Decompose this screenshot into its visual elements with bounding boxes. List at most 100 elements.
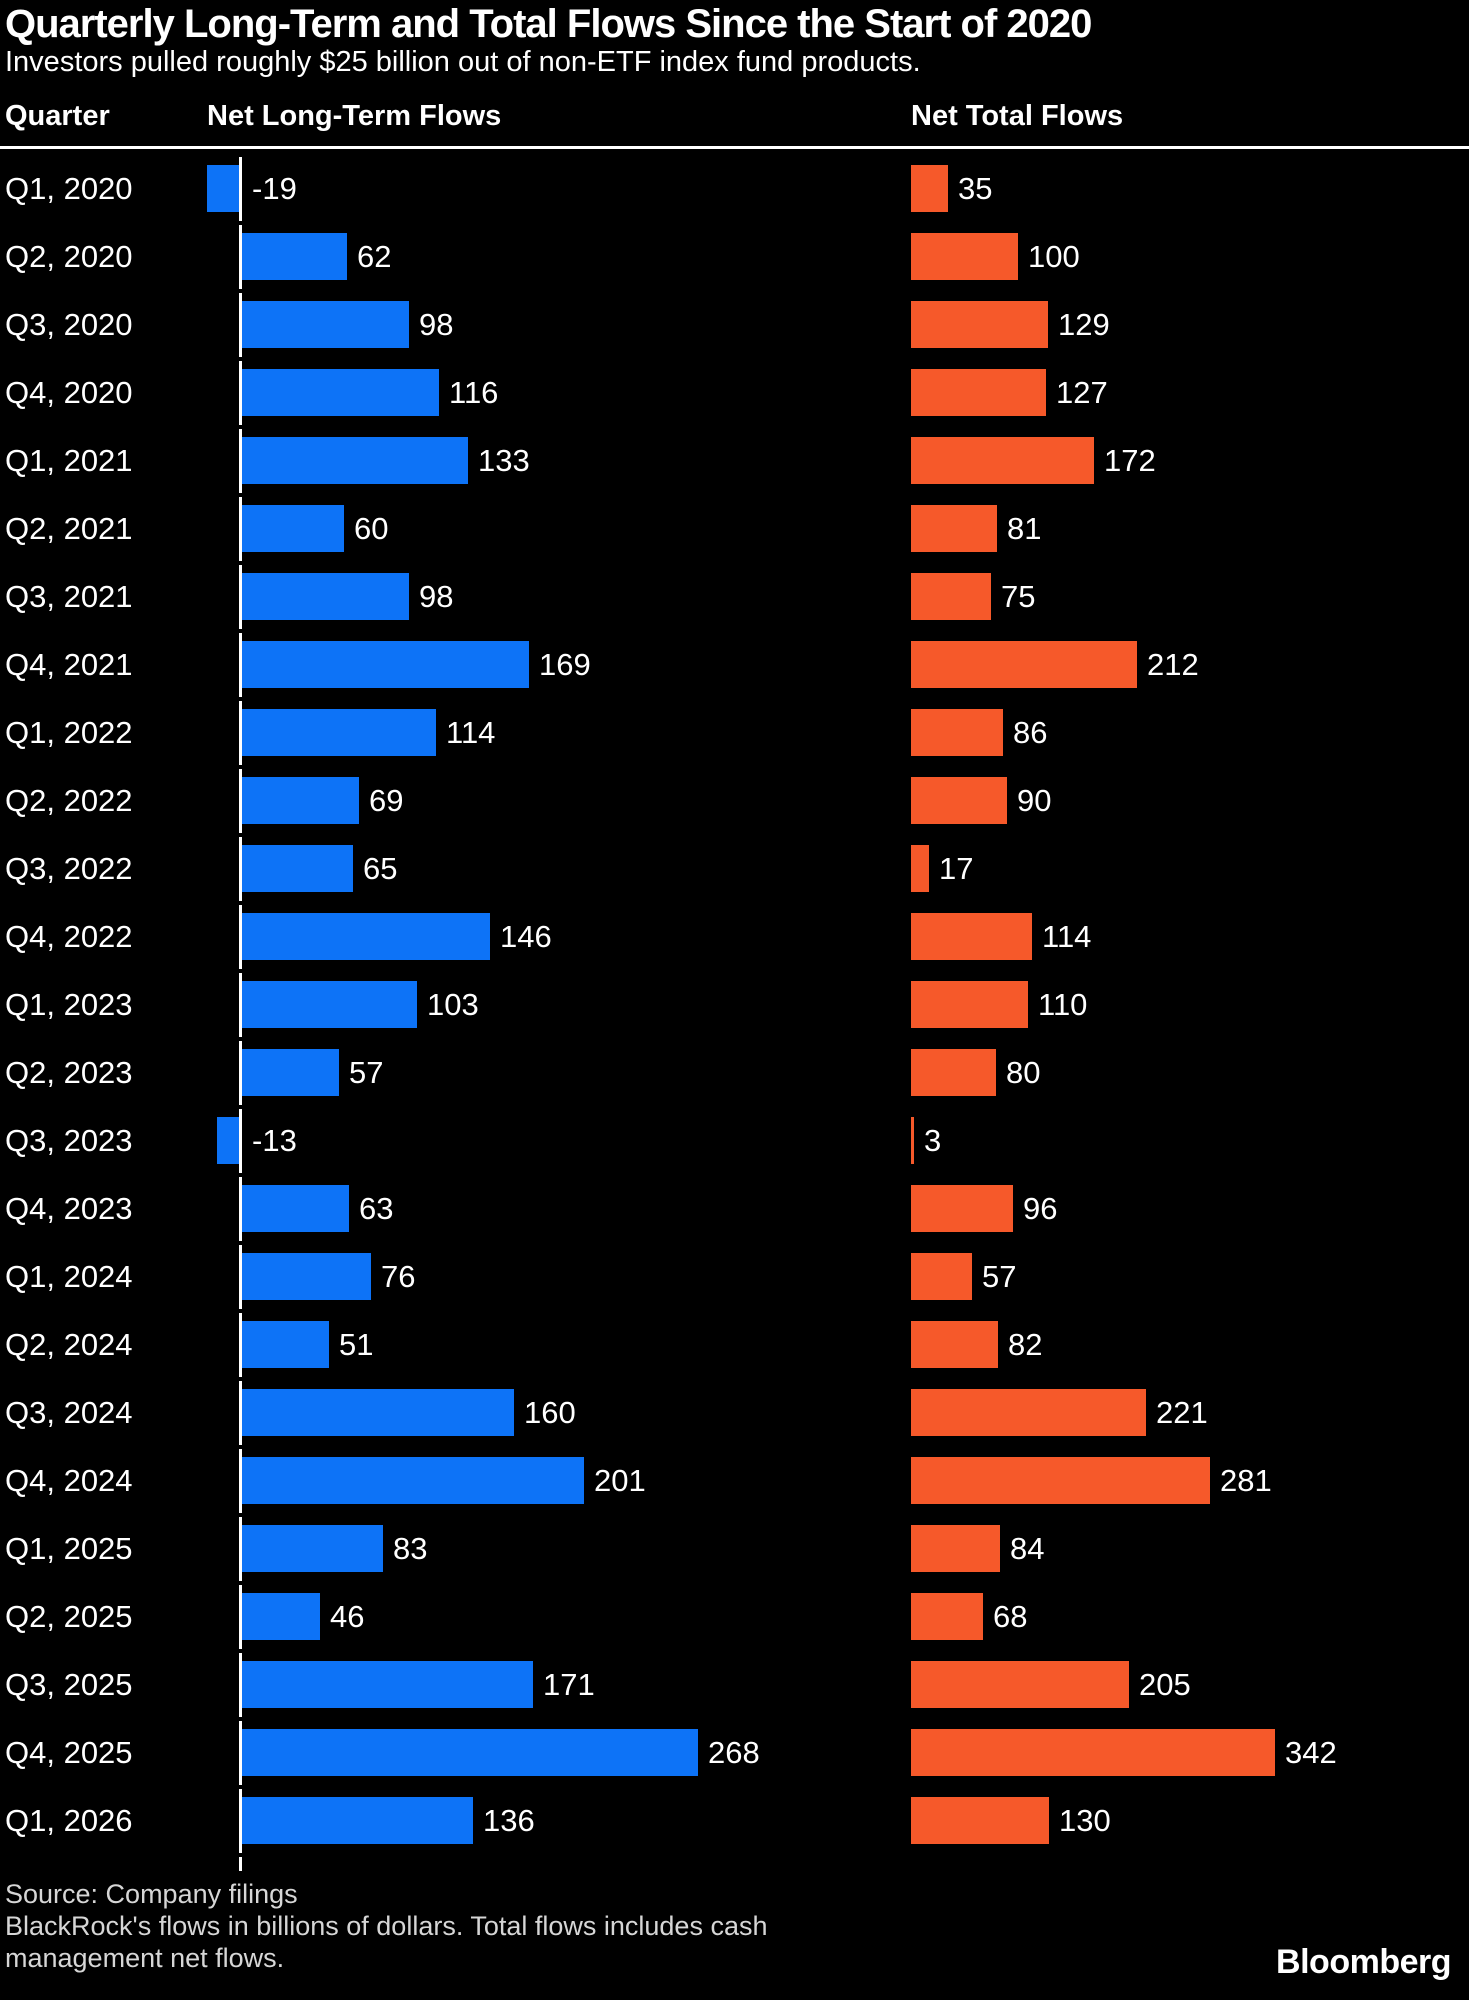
long-term-bar <box>242 845 353 892</box>
long-term-axis-tick <box>239 1313 242 1377</box>
column-header-long-term-flows: Net Long-Term Flows <box>207 100 502 132</box>
chart-title: Quarterly Long-Term and Total Flows Sinc… <box>5 2 1092 46</box>
long-term-bar <box>242 1729 698 1776</box>
long-term-value-label: 136 <box>483 1803 535 1838</box>
long-term-bar <box>242 573 409 620</box>
quarter-label: Q1, 2026 <box>5 1803 133 1838</box>
quarter-label: Q2, 2021 <box>5 511 133 546</box>
quarter-label: Q2, 2024 <box>5 1327 133 1362</box>
long-term-bar <box>242 1593 320 1640</box>
chart-row: Q2, 2022 69 90 <box>0 767 1469 835</box>
chart-row: Q1, 2023 103 110 <box>0 971 1469 1039</box>
total-value-label: 86 <box>1013 715 1048 750</box>
long-term-axis-tick <box>239 1245 242 1309</box>
long-term-axis-tick <box>239 361 242 425</box>
total-bar <box>911 1049 996 1096</box>
total-value-label: 114 <box>1042 919 1092 954</box>
long-term-axis-tick <box>239 1789 242 1853</box>
long-term-value-label: 63 <box>359 1191 394 1226</box>
total-value-label: 3 <box>924 1123 942 1158</box>
long-term-value-label: 169 <box>539 647 591 682</box>
quarter-label: Q2, 2022 <box>5 783 133 818</box>
long-term-value-label: 65 <box>363 851 398 886</box>
quarter-label: Q2, 2025 <box>5 1599 133 1634</box>
total-value-label: 80 <box>1006 1055 1041 1090</box>
chart-row: Q4, 2022 146 114 <box>0 903 1469 971</box>
chart-row: Q4, 2025 268 342 <box>0 1719 1469 1787</box>
long-term-bar <box>242 709 436 756</box>
chart-row: Q3, 2024 160 221 <box>0 1379 1469 1447</box>
long-term-value-label: 160 <box>524 1395 576 1430</box>
long-term-axis-tick <box>239 1585 242 1649</box>
long-term-bar <box>242 641 529 688</box>
total-bar <box>911 1321 998 1368</box>
total-bar <box>911 1457 1210 1504</box>
quarter-label: Q3, 2022 <box>5 851 133 886</box>
long-term-bar <box>242 369 439 416</box>
long-term-value-label: 57 <box>349 1055 384 1090</box>
quarter-label: Q2, 2023 <box>5 1055 133 1090</box>
total-bar <box>911 437 1094 484</box>
long-term-axis-end-tick <box>239 1857 242 1871</box>
quarter-label: Q3, 2020 <box>5 307 133 342</box>
long-term-axis-tick <box>239 225 242 289</box>
chart-row: Q1, 2026 136 130 <box>0 1787 1469 1855</box>
total-bar <box>911 573 991 620</box>
long-term-axis-tick <box>239 1041 242 1105</box>
total-value-label: 35 <box>958 171 993 206</box>
chart-row: Q2, 2024 51 82 <box>0 1311 1469 1379</box>
chart-row: Q3, 2023 -13 3 <box>0 1107 1469 1175</box>
chart-row: Q2, 2025 46 68 <box>0 1583 1469 1651</box>
total-value-label: 90 <box>1017 783 1052 818</box>
long-term-bar <box>242 913 490 960</box>
total-bar <box>911 1729 1275 1776</box>
total-value-label: 129 <box>1058 307 1110 342</box>
chart-row: Q4, 2024 201 281 <box>0 1447 1469 1515</box>
total-bar <box>911 913 1032 960</box>
long-term-value-label: 46 <box>330 1599 365 1634</box>
chart-row: Q1, 2022 114 86 <box>0 699 1469 767</box>
long-term-value-label: 98 <box>419 579 454 614</box>
chart-row: Q1, 2025 83 84 <box>0 1515 1469 1583</box>
long-term-value-label: 171 <box>543 1667 595 1702</box>
quarter-label: Q1, 2022 <box>5 715 133 750</box>
chart-row: Q4, 2023 63 96 <box>0 1175 1469 1243</box>
total-value-label: 110 <box>1038 987 1088 1022</box>
long-term-value-label: 60 <box>354 511 389 546</box>
long-term-value-label: 268 <box>708 1735 760 1770</box>
long-term-bar <box>242 233 347 280</box>
long-term-bar <box>207 165 239 212</box>
total-bar <box>911 777 1007 824</box>
long-term-value-label: 114 <box>446 715 496 750</box>
long-term-axis-tick <box>239 565 242 629</box>
total-value-label: 17 <box>939 851 974 886</box>
long-term-value-label: 133 <box>478 443 530 478</box>
long-term-axis-tick <box>239 1177 242 1241</box>
quarter-label: Q4, 2024 <box>5 1463 133 1498</box>
chart-row: Q2, 2021 60 81 <box>0 495 1469 563</box>
long-term-axis-tick <box>239 1449 242 1513</box>
chart-row: Q1, 2024 76 57 <box>0 1243 1469 1311</box>
total-bar <box>911 165 948 212</box>
long-term-value-label: 146 <box>500 919 552 954</box>
long-term-bar <box>242 777 359 824</box>
quarter-label: Q1, 2024 <box>5 1259 133 1294</box>
long-term-value-label: -19 <box>252 171 297 206</box>
quarter-label: Q3, 2024 <box>5 1395 133 1430</box>
total-value-label: 68 <box>993 1599 1028 1634</box>
total-value-label: 130 <box>1059 1803 1111 1838</box>
total-bar <box>911 1525 1000 1572</box>
long-term-axis-tick <box>239 769 242 833</box>
header-divider-rule <box>0 146 1469 149</box>
long-term-value-label: 62 <box>357 239 392 274</box>
total-bar <box>911 845 929 892</box>
long-term-bar <box>242 505 344 552</box>
long-term-bar <box>242 1185 349 1232</box>
total-value-label: 100 <box>1028 239 1080 274</box>
long-term-axis-tick <box>239 1653 242 1717</box>
quarter-label: Q1, 2023 <box>5 987 133 1022</box>
long-term-axis-tick <box>239 633 242 697</box>
total-bar <box>911 1661 1129 1708</box>
quarter-label: Q4, 2022 <box>5 919 133 954</box>
total-bar <box>911 1797 1049 1844</box>
